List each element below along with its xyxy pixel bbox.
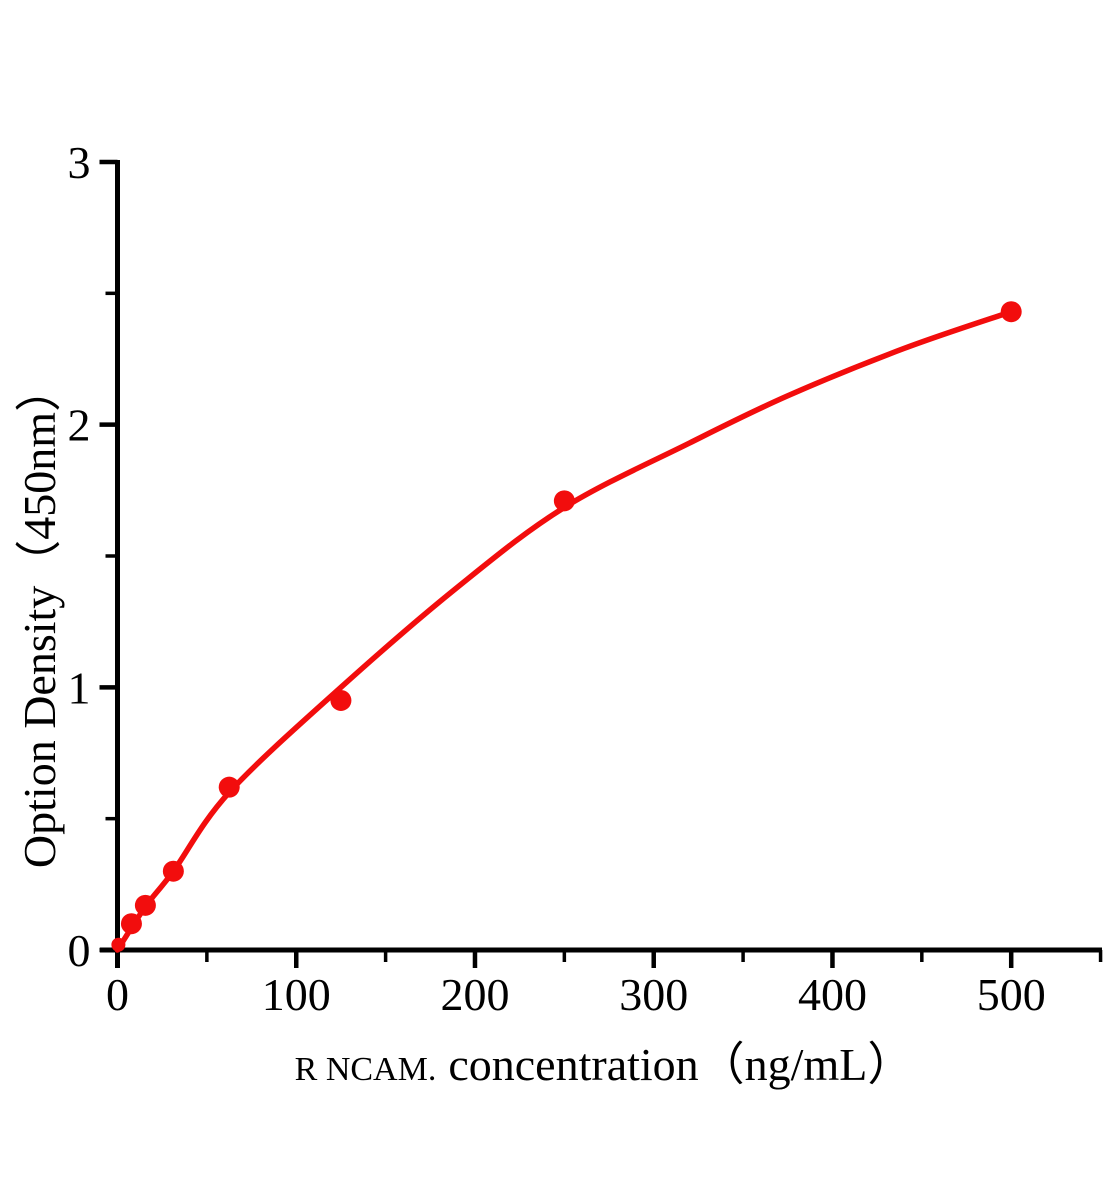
data-point [134,894,156,916]
x-tick-label: 400 [798,969,867,1020]
x-tick-label: 500 [977,969,1046,1020]
data-point [162,860,184,882]
x-tick-label: 0 [106,969,129,1020]
y-tick-label: 1 [68,662,91,713]
x-axis-title-main: concentration（ng/mL） [448,1039,914,1090]
y-tick-label: 0 [68,925,91,976]
y-axis-title: Option Density（450nm） [14,365,65,869]
axis-tick-labels: 0 100 200 300 400 500 0 1 2 3 [68,137,1046,1020]
data-point [553,490,575,512]
standard-curve-line [114,308,1014,953]
x-tick-label: 100 [262,969,331,1020]
x-tick-label: 300 [619,969,688,1020]
y-tick-label: 3 [68,137,91,188]
data-point [120,913,142,935]
data-point [218,776,240,798]
data-point [330,689,352,711]
axis-ticks [99,159,1103,968]
axes [100,160,1102,968]
y-tick-label: 2 [68,400,91,451]
x-tick-label: 200 [440,969,509,1020]
x-axis-title: R NCAM. concentration（ng/mL） [295,1028,914,1094]
data-point [1000,301,1022,323]
x-axis-title-prefix: R NCAM. [294,1051,437,1088]
data-points [111,301,1022,952]
data-point-origin [111,937,126,952]
